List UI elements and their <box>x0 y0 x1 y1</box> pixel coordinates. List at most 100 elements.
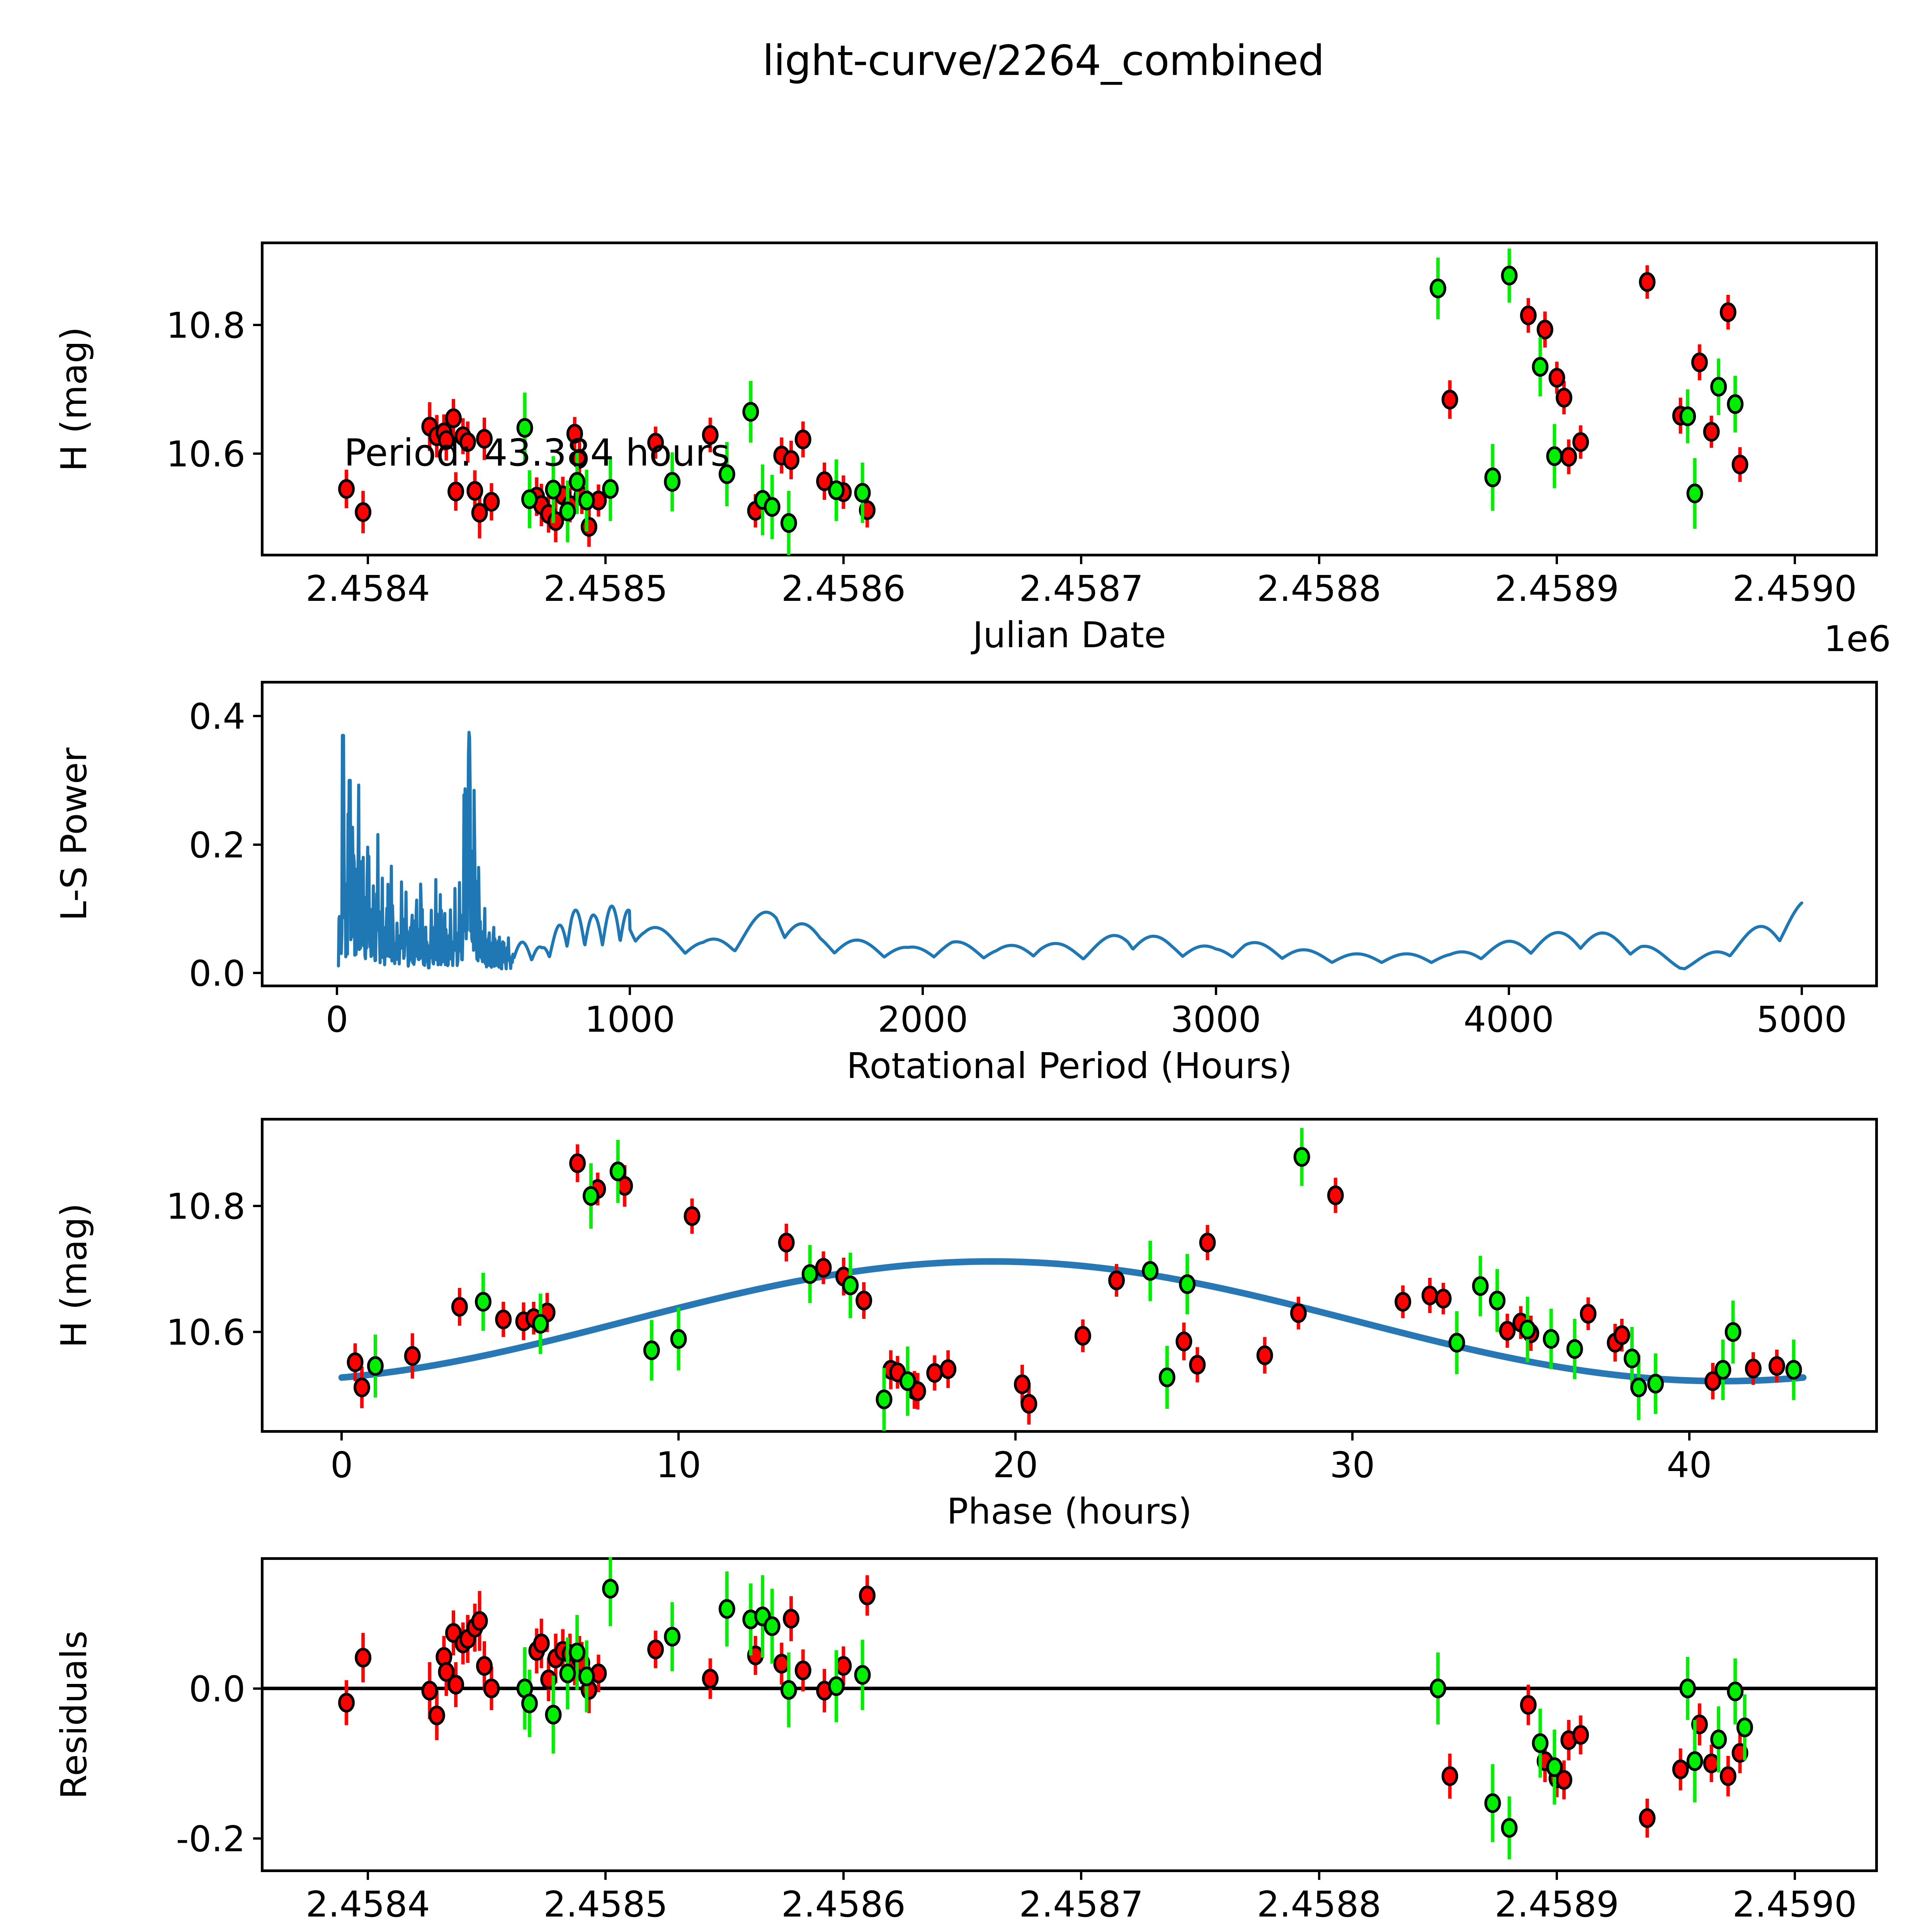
x-tickmark <box>842 1872 845 1880</box>
data-point-marker <box>940 1359 957 1379</box>
data-point-marker <box>1727 1681 1744 1701</box>
x-tickmark <box>677 1433 680 1440</box>
data-point-marker <box>447 1675 464 1695</box>
data-point-marker <box>773 1654 790 1674</box>
data-point-marker <box>347 1352 364 1372</box>
data-point-marker <box>794 429 811 449</box>
data-point-marker <box>1520 1695 1537 1715</box>
data-point-marker <box>1556 1770 1573 1790</box>
data-point-marker <box>1543 1329 1560 1349</box>
series-r <box>338 265 1748 547</box>
x-tickmark <box>1014 1433 1017 1440</box>
panel-phased-light-curve <box>261 1118 1878 1433</box>
x-tickmark <box>1080 556 1083 564</box>
data-point-marker <box>926 1363 943 1383</box>
x-tick-label: 2.4587 <box>1019 568 1144 609</box>
x-tick-label: 4000 <box>1463 999 1554 1040</box>
data-point-marker <box>742 402 759 422</box>
data-point-marker <box>1714 1360 1731 1380</box>
data-point-marker <box>684 1206 701 1226</box>
x-tick-label: 40 <box>1667 1444 1712 1486</box>
x-tick-label: 2.4590 <box>1732 1884 1857 1925</box>
data-point-marker <box>782 1609 799 1629</box>
data-point-marker <box>1519 1320 1536 1340</box>
data-point-marker <box>670 1329 687 1349</box>
data-point-marker <box>521 1693 538 1713</box>
series-g <box>367 1128 1802 1431</box>
data-point-marker <box>1435 1289 1452 1309</box>
data-point-marker <box>1448 1333 1465 1353</box>
data-point-marker <box>471 503 488 523</box>
data-point-marker <box>1179 1274 1196 1294</box>
series-r <box>347 1144 1785 1425</box>
data-point-marker <box>780 1680 797 1700</box>
data-point-marker <box>647 433 664 453</box>
panel2-ylabel: L-S Power <box>53 747 95 921</box>
data-point-marker <box>643 1340 660 1360</box>
y-tickmark <box>253 1205 261 1208</box>
data-point-marker <box>338 1692 355 1713</box>
data-point-marker <box>1691 352 1708 372</box>
x-tickmark <box>629 987 631 995</box>
x-tick-label: 5000 <box>1756 999 1847 1040</box>
data-point-marker <box>855 1291 872 1311</box>
data-point-marker <box>1158 1367 1175 1388</box>
data-point-marker <box>1395 1292 1412 1312</box>
x-tickmark <box>1800 987 1803 995</box>
x-tickmark <box>604 556 607 564</box>
y-tickmark <box>253 715 261 718</box>
data-point-marker <box>355 502 372 522</box>
x-tick-label: 3000 <box>1170 999 1261 1040</box>
panel3-frame <box>261 1118 1878 1433</box>
data-point-marker <box>1293 1147 1310 1167</box>
panel1-x-offset-label: 1e6 <box>1824 618 1891 660</box>
data-point-marker <box>1441 389 1458 410</box>
data-point-marker <box>1421 1286 1438 1306</box>
data-point-marker <box>471 1611 488 1631</box>
sinusoid-fit-curve <box>338 1258 1807 1384</box>
data-point-marker <box>578 490 595 510</box>
data-point-marker <box>1768 1356 1785 1376</box>
data-point-marker <box>438 1662 455 1682</box>
series-g <box>516 1557 1753 1860</box>
y-tickmark <box>253 972 261 975</box>
data-point-marker <box>782 450 799 470</box>
y-tickmark <box>253 843 261 846</box>
data-point-marker <box>580 517 597 537</box>
data-point-marker <box>718 464 735 484</box>
data-point-marker <box>801 1264 818 1284</box>
panel4-xlabel: Julian Date <box>722 1930 1417 1932</box>
data-point-marker <box>602 1579 619 1599</box>
data-point-marker <box>1489 1291 1506 1311</box>
data-point-marker <box>899 1371 916 1391</box>
data-point-marker <box>1736 1717 1753 1737</box>
data-point-marker <box>1710 1730 1727 1750</box>
data-point-marker <box>566 423 583 444</box>
data-point-marker <box>582 1186 599 1206</box>
data-point-marker <box>1572 432 1589 452</box>
data-point-marker <box>780 513 797 533</box>
data-point-marker <box>1679 406 1696 426</box>
data-point-marker <box>569 1153 586 1173</box>
panel1-ylabel: H (mag) <box>53 327 95 471</box>
data-point-marker <box>447 481 464 502</box>
data-point-marker <box>476 429 493 449</box>
data-point-marker <box>828 480 845 500</box>
panel-periodogram <box>261 681 1878 987</box>
data-point-marker <box>438 430 455 450</box>
periodogram-trace <box>337 731 1803 971</box>
data-point-marker <box>1727 394 1744 414</box>
panel1-plot-area <box>338 248 1748 555</box>
data-point-marker <box>1484 467 1501 487</box>
x-tick-label: 2.4584 <box>305 1884 430 1925</box>
data-point-marker <box>1546 446 1563 466</box>
x-tick-label: 2.4588 <box>1257 1884 1381 1925</box>
data-point-marker <box>702 1668 719 1689</box>
data-point-marker <box>569 1642 586 1662</box>
data-point-marker <box>764 1616 781 1636</box>
data-point-marker <box>1532 357 1549 377</box>
y-tick-label: 0.0 <box>189 953 245 995</box>
data-point-marker <box>1639 272 1656 292</box>
data-point-marker <box>1536 320 1553 340</box>
data-point-marker <box>521 489 538 509</box>
